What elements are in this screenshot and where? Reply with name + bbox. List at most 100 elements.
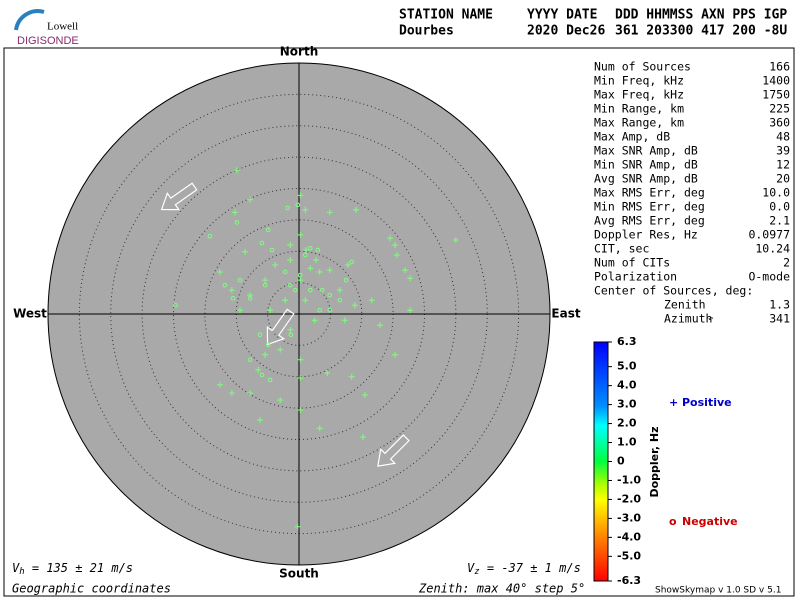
source-point	[262, 277, 269, 284]
source-point	[392, 351, 399, 358]
source-point	[326, 267, 333, 274]
source-point	[294, 523, 301, 530]
stat-value: 166	[769, 60, 790, 74]
source-point	[368, 297, 375, 304]
source-point	[307, 245, 313, 251]
source-point	[337, 297, 343, 303]
source-point	[343, 277, 349, 283]
source-point	[327, 307, 333, 313]
source-point	[216, 381, 223, 388]
coords-text: Geographic coordinates	[12, 582, 171, 596]
drift-arrow	[377, 434, 410, 467]
source-point	[302, 252, 308, 258]
center-value: 341	[769, 312, 790, 326]
source-point	[257, 417, 264, 424]
source-point	[297, 231, 304, 238]
stat-label: Max RMS Err, deg	[594, 186, 705, 200]
stat-value: 1750	[762, 88, 790, 102]
source-point	[402, 267, 409, 274]
source-point	[287, 241, 294, 248]
colorbar-tick-label: 1.0	[617, 436, 637, 449]
source-point	[324, 369, 331, 376]
header-value: 2020 Dec26	[527, 24, 605, 39]
stat-label: Polarization	[594, 270, 677, 284]
logo-swoosh	[14, 9, 45, 31]
stat-label: Num of CITs	[594, 256, 670, 270]
vh-text: Vh = 135 ± 21 m/s	[12, 561, 133, 577]
source-point	[302, 246, 309, 253]
header-label: DDD HHMMSS AXN PPS IGP	[615, 8, 787, 23]
source-point	[230, 296, 236, 301]
source-point	[407, 307, 414, 314]
source-point	[237, 277, 243, 283]
version-text: ShowSkymap v 1.0 SD v 5.1	[655, 586, 781, 596]
azimuth-icon: ↶	[708, 315, 713, 325]
source-point	[207, 233, 213, 239]
source-point	[393, 252, 400, 259]
center-label: Azimuth	[664, 312, 712, 326]
zenith-text: Zenith: max 40° step 5°	[418, 582, 585, 596]
stat-value: O-mode	[748, 270, 790, 284]
source-point	[282, 269, 288, 275]
source-point	[231, 209, 238, 216]
colorbar-tick-label: 4.0	[617, 379, 637, 392]
stat-label: Min Range, km	[594, 102, 684, 116]
stat-label: Min Freq, kHz	[594, 74, 684, 88]
frame	[3, 47, 795, 597]
colorbar-tick-label: 0	[617, 455, 625, 468]
source-point	[336, 287, 343, 294]
logo-bottom: DIGISONDE	[17, 35, 79, 47]
stat-value: 0.0977	[748, 228, 790, 242]
source-point	[307, 287, 313, 293]
source-point	[233, 167, 240, 174]
source-point	[312, 257, 319, 264]
source-point	[228, 287, 235, 294]
direction-label: East	[551, 307, 580, 321]
source-point	[247, 390, 254, 397]
source-point	[262, 351, 269, 358]
stat-value: 2.1	[769, 214, 790, 228]
source-point	[242, 248, 249, 255]
stat-label: Min SNR Amp, dB	[594, 158, 698, 172]
header-label: STATION NAME	[399, 8, 493, 23]
colorbar-tick-label: -2.0	[617, 492, 641, 505]
source-point	[316, 425, 323, 432]
stat-value: 2	[783, 256, 790, 270]
source-point	[297, 277, 304, 284]
source-point	[287, 282, 293, 288]
colorbar	[593, 341, 609, 582]
source-point	[265, 342, 271, 348]
colorbar-tick-label: -1.0	[617, 473, 641, 486]
stat-value: 0.0	[769, 200, 790, 214]
stat-label: Avg RMS Err, deg	[594, 214, 705, 228]
source-point	[282, 297, 289, 304]
source-point	[277, 346, 284, 353]
source-point	[353, 206, 360, 213]
source-point	[259, 372, 265, 378]
stat-label: Max Freq, kHz	[594, 88, 684, 102]
source-point	[295, 202, 301, 208]
header-value: 361 203300 417 200 -8U	[615, 24, 787, 39]
source-point	[262, 282, 268, 288]
source-point	[285, 205, 291, 211]
colorbar-tick-label: 5.0	[617, 360, 637, 373]
drift-arrow	[160, 182, 198, 211]
colorbar-tick-label: -3.0	[617, 511, 641, 524]
source-point	[297, 407, 304, 414]
source-point	[247, 296, 253, 301]
stat-label: Num of Sources	[594, 60, 691, 74]
source-point	[259, 240, 265, 246]
source-point	[257, 332, 263, 338]
source-point	[392, 241, 399, 248]
drift-arrow	[266, 308, 295, 346]
stat-label: Max SNR Amp, dB	[594, 144, 698, 158]
source-point	[269, 247, 275, 253]
source-point	[302, 297, 309, 304]
source-point	[351, 302, 358, 309]
source-point	[272, 262, 279, 269]
source-point	[319, 287, 325, 293]
legend-entry: Positive	[682, 396, 732, 409]
source-point	[216, 268, 223, 275]
source-point	[315, 247, 321, 253]
legend-marker: +	[669, 396, 678, 409]
